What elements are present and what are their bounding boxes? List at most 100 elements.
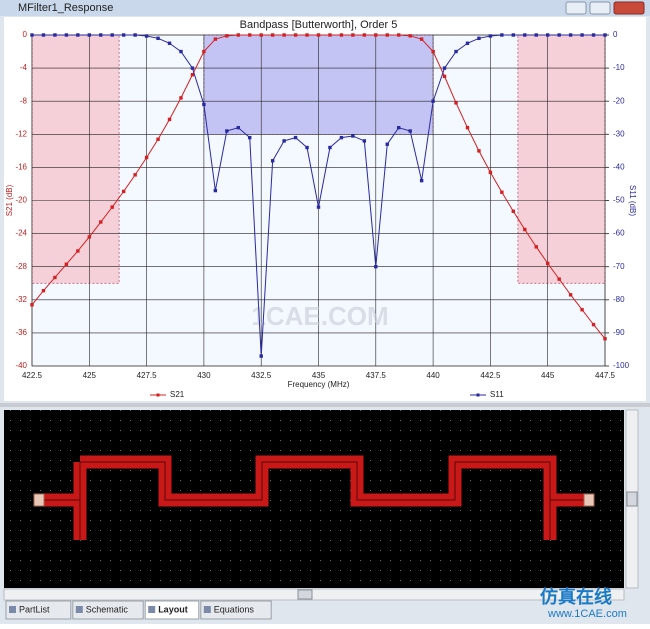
legend-swatch-marker bbox=[156, 393, 160, 397]
series-marker bbox=[110, 205, 114, 209]
y2-tick-label: -100 bbox=[613, 361, 630, 370]
hscroll-thumb[interactable] bbox=[297, 589, 313, 600]
series-marker bbox=[121, 33, 126, 37]
series-marker bbox=[202, 49, 206, 54]
x-tick-label: 447.5 bbox=[595, 371, 616, 380]
series-marker bbox=[259, 33, 263, 37]
series-marker bbox=[419, 178, 424, 183]
series-marker bbox=[87, 33, 91, 37]
series-marker bbox=[64, 33, 69, 37]
layout-grid bbox=[4, 410, 624, 588]
series-marker bbox=[351, 134, 355, 138]
scroll-thumb[interactable] bbox=[626, 491, 638, 507]
tab-label: Schematic bbox=[86, 604, 129, 614]
series-marker bbox=[557, 277, 561, 281]
series-marker bbox=[328, 145, 332, 150]
series-marker bbox=[580, 308, 584, 312]
series-marker bbox=[248, 135, 252, 140]
tab-icon bbox=[203, 606, 211, 613]
y2-axis-label: S11 (dB) bbox=[628, 185, 637, 216]
window-title: MFilter1_Response bbox=[18, 2, 113, 14]
series-marker bbox=[351, 33, 355, 37]
series-marker bbox=[316, 205, 321, 209]
series-marker bbox=[500, 190, 504, 194]
series-marker bbox=[511, 209, 516, 213]
series-marker bbox=[339, 135, 344, 140]
x-tick-label: 430 bbox=[197, 371, 211, 380]
series-marker bbox=[488, 34, 493, 38]
series-marker bbox=[213, 37, 218, 41]
series-marker bbox=[76, 249, 80, 253]
x-axis-label: Frequency (MHz) bbox=[288, 380, 350, 389]
x-tick-label: 425 bbox=[83, 371, 97, 380]
series-marker bbox=[248, 33, 252, 37]
tab[interactable] bbox=[5, 600, 72, 620]
series-marker bbox=[534, 245, 538, 249]
series-marker bbox=[133, 173, 137, 177]
minimize-button[interactable] bbox=[565, 1, 587, 15]
y-tick-label: -40 bbox=[15, 361, 27, 370]
series-marker bbox=[293, 135, 298, 140]
splitter[interactable] bbox=[0, 403, 650, 407]
tab-icon bbox=[75, 606, 83, 613]
series-marker bbox=[64, 262, 69, 266]
y-tick-label: -32 bbox=[15, 295, 27, 304]
series-marker bbox=[110, 33, 114, 37]
series-marker bbox=[259, 354, 263, 358]
close-button[interactable] bbox=[613, 1, 645, 15]
y-tick-label: -12 bbox=[15, 129, 27, 138]
title-bar bbox=[0, 0, 650, 16]
x-tick-label: 432.5 bbox=[251, 371, 272, 380]
series-marker bbox=[76, 33, 80, 37]
series-marker bbox=[568, 293, 573, 297]
series-marker bbox=[87, 235, 91, 239]
series-marker bbox=[591, 322, 596, 327]
series-marker bbox=[144, 34, 149, 38]
series-marker bbox=[603, 33, 607, 37]
horizontal-scrollbar[interactable] bbox=[3, 588, 625, 601]
y-tick-label: -20 bbox=[15, 196, 27, 205]
layout-trace bbox=[33, 455, 595, 540]
series-marker bbox=[190, 73, 195, 77]
series-marker bbox=[144, 155, 149, 160]
tab-label: Equations bbox=[214, 604, 255, 614]
y2-tick-label: -90 bbox=[613, 328, 625, 337]
series-marker bbox=[270, 33, 275, 37]
tab[interactable] bbox=[72, 600, 144, 620]
series-marker bbox=[179, 49, 183, 54]
tab[interactable] bbox=[200, 600, 272, 620]
y-tick-label: -24 bbox=[15, 229, 27, 238]
y2-tick-label: -50 bbox=[613, 196, 625, 205]
series-marker bbox=[431, 49, 435, 54]
series-marker bbox=[362, 139, 367, 143]
y2-tick-label: -70 bbox=[613, 262, 625, 271]
y-tick-label: -36 bbox=[15, 328, 27, 337]
series-marker bbox=[454, 49, 458, 54]
series-marker bbox=[99, 220, 103, 224]
y2-tick-label: -10 bbox=[613, 63, 625, 72]
y-tick-label: -8 bbox=[20, 96, 28, 105]
series-marker bbox=[557, 33, 561, 37]
series-marker bbox=[167, 41, 172, 45]
series-marker bbox=[408, 129, 412, 133]
trace-outline bbox=[40, 461, 590, 540]
series-marker bbox=[156, 36, 160, 41]
y-axis-label: S21 (dB) bbox=[5, 184, 14, 216]
series-marker bbox=[374, 265, 378, 269]
port-1[interactable] bbox=[33, 493, 45, 507]
series-marker bbox=[511, 33, 516, 37]
series-marker bbox=[397, 125, 401, 130]
maximize-button[interactable] bbox=[589, 1, 611, 15]
port-2[interactable] bbox=[583, 493, 595, 507]
y2-tick-label: -30 bbox=[613, 129, 625, 138]
series-marker bbox=[236, 125, 240, 130]
series-marker bbox=[167, 117, 172, 122]
series-marker bbox=[99, 33, 103, 37]
tab[interactable] bbox=[144, 600, 200, 620]
y-tick-label: -28 bbox=[15, 262, 27, 271]
series-marker bbox=[442, 74, 447, 79]
chart: Bandpass [Butterworth], Order 5 422.5 425 4… bbox=[5, 19, 637, 399]
series-marker bbox=[477, 149, 481, 153]
series-marker bbox=[53, 275, 57, 280]
